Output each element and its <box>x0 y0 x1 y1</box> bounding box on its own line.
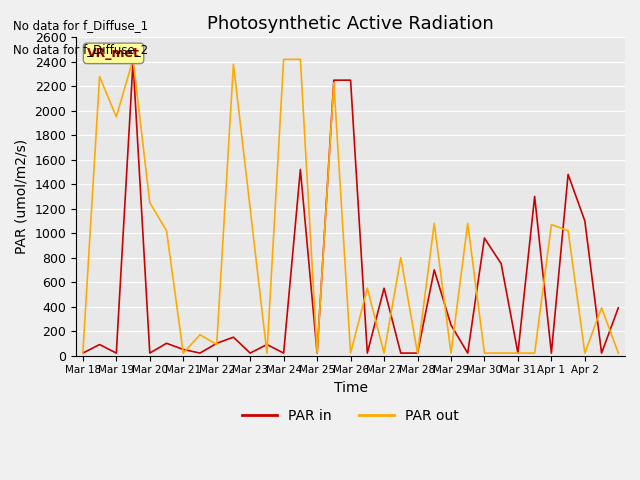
PAR out <box>79 350 86 356</box>
PAR in <box>614 305 622 311</box>
PAR in <box>564 171 572 177</box>
PAR in <box>330 77 338 83</box>
PAR in <box>313 350 321 356</box>
PAR in <box>246 350 254 356</box>
PAR out <box>598 305 605 311</box>
PAR in <box>464 350 472 356</box>
PAR in <box>96 342 104 348</box>
PAR out <box>497 350 505 356</box>
PAR out <box>514 350 522 356</box>
PAR in <box>296 167 304 172</box>
PAR out <box>364 285 371 291</box>
PAR in <box>514 350 522 356</box>
PAR out <box>146 200 154 205</box>
PAR in <box>280 350 287 356</box>
PAR out <box>196 332 204 337</box>
Text: No data for f_Diffuse_2: No data for f_Diffuse_2 <box>13 43 148 56</box>
PAR out <box>280 57 287 62</box>
PAR in <box>79 350 86 356</box>
PAR out <box>96 73 104 79</box>
PAR in <box>196 350 204 356</box>
PAR in <box>548 350 556 356</box>
PAR out <box>179 350 187 356</box>
PAR out <box>464 220 472 226</box>
PAR out <box>380 350 388 356</box>
PAR out <box>581 350 589 356</box>
PAR out <box>330 80 338 85</box>
PAR out <box>113 114 120 120</box>
PAR in <box>146 350 154 356</box>
PAR in <box>397 350 404 356</box>
PAR out <box>397 255 404 261</box>
Legend: PAR in, PAR out: PAR in, PAR out <box>237 403 465 428</box>
PAR in <box>481 235 488 241</box>
Line: PAR out: PAR out <box>83 60 618 353</box>
PAR in <box>447 322 455 328</box>
PAR out <box>263 350 271 356</box>
PAR in <box>598 350 605 356</box>
Title: Photosynthetic Active Radiation: Photosynthetic Active Radiation <box>207 15 494 33</box>
PAR in <box>113 350 120 356</box>
PAR in <box>497 261 505 266</box>
PAR out <box>447 350 455 356</box>
PAR out <box>564 228 572 234</box>
PAR out <box>129 57 137 62</box>
PAR out <box>531 350 538 356</box>
Line: PAR in: PAR in <box>83 62 618 353</box>
PAR out <box>213 342 221 348</box>
PAR out <box>313 350 321 356</box>
X-axis label: Time: Time <box>333 381 367 395</box>
PAR out <box>347 350 355 356</box>
PAR in <box>263 342 271 348</box>
PAR in <box>531 193 538 199</box>
PAR out <box>614 350 622 356</box>
Text: No data for f_Diffuse_1: No data for f_Diffuse_1 <box>13 19 148 32</box>
PAR in <box>380 285 388 291</box>
PAR out <box>431 220 438 226</box>
PAR out <box>413 350 421 356</box>
PAR in <box>347 77 355 83</box>
PAR out <box>296 57 304 62</box>
PAR out <box>246 206 254 212</box>
Text: VR_met: VR_met <box>87 47 140 60</box>
PAR in <box>413 350 421 356</box>
PAR in <box>129 59 137 65</box>
PAR in <box>163 340 170 346</box>
PAR in <box>364 350 371 356</box>
PAR out <box>481 350 488 356</box>
PAR in <box>581 218 589 224</box>
PAR out <box>163 228 170 234</box>
PAR in <box>179 347 187 352</box>
PAR in <box>431 267 438 273</box>
PAR out <box>548 222 556 228</box>
PAR out <box>230 61 237 67</box>
Y-axis label: PAR (umol/m2/s): PAR (umol/m2/s) <box>15 139 29 254</box>
PAR in <box>213 340 221 346</box>
PAR in <box>230 334 237 340</box>
